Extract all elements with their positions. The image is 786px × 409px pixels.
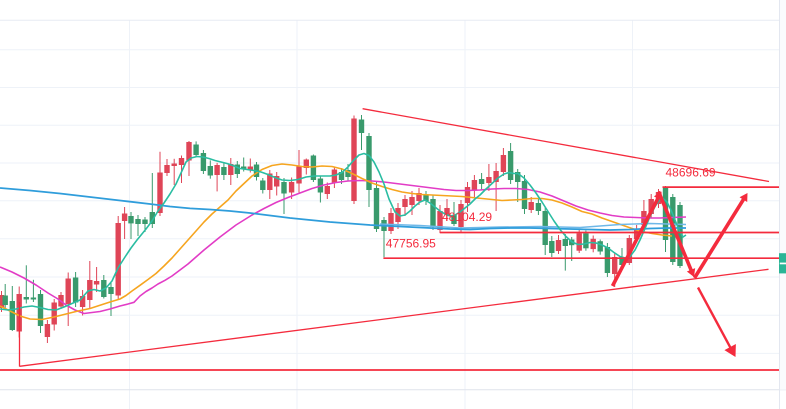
svg-text:48696.69: 48696.69 <box>666 166 716 180</box>
svg-text:47756.95: 47756.95 <box>386 236 436 250</box>
svg-text:48104.29: 48104.29 <box>442 210 492 224</box>
